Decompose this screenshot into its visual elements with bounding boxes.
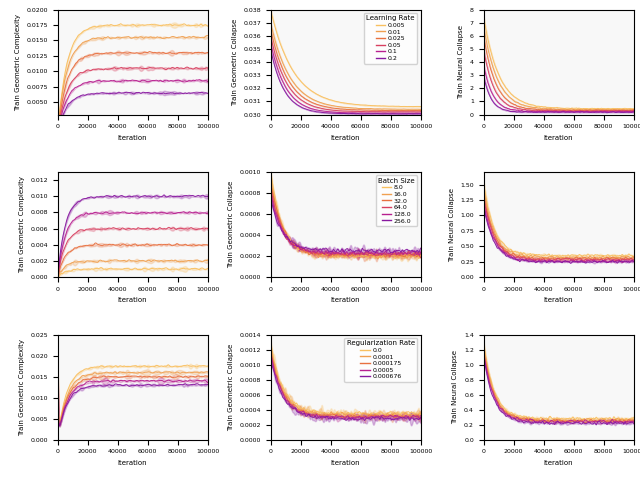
Y-axis label: Train Geometric Complexity: Train Geometric Complexity (19, 176, 25, 273)
Y-axis label: Train Neural Collapse: Train Neural Collapse (449, 187, 454, 262)
Legend: 8.0, 16.0, 32.0, 64.0, 128.0, 256.0: 8.0, 16.0, 32.0, 64.0, 128.0, 256.0 (376, 175, 417, 226)
Legend: 0.0, 0.0001, 0.000175, 0.0005, 0.000676: 0.0, 0.0001, 0.000175, 0.0005, 0.000676 (344, 338, 417, 382)
Y-axis label: Train Geometric Complexity: Train Geometric Complexity (15, 14, 21, 111)
X-axis label: Iteration: Iteration (331, 460, 360, 466)
X-axis label: Iteration: Iteration (118, 298, 147, 303)
X-axis label: Iteration: Iteration (331, 298, 360, 303)
X-axis label: Iteration: Iteration (544, 135, 573, 141)
Y-axis label: Train Geometric Collapse: Train Geometric Collapse (228, 181, 234, 268)
X-axis label: Iteration: Iteration (544, 298, 573, 303)
Y-axis label: Train Neural Collapse: Train Neural Collapse (458, 25, 465, 99)
X-axis label: Iteration: Iteration (331, 135, 360, 141)
Y-axis label: Train Neural Collapse: Train Neural Collapse (452, 350, 458, 424)
Legend: 0.005, 0.01, 0.025, 0.05, 0.1, 0.2: 0.005, 0.01, 0.025, 0.05, 0.1, 0.2 (364, 13, 417, 64)
X-axis label: Iteration: Iteration (118, 135, 147, 141)
Y-axis label: Train Geometric Collapse: Train Geometric Collapse (232, 18, 237, 106)
X-axis label: Iteration: Iteration (544, 460, 573, 466)
Y-axis label: Train Geometric Complexity: Train Geometric Complexity (19, 339, 25, 436)
X-axis label: Iteration: Iteration (118, 460, 147, 466)
Y-axis label: Train Geometric Collapse: Train Geometric Collapse (228, 343, 234, 431)
